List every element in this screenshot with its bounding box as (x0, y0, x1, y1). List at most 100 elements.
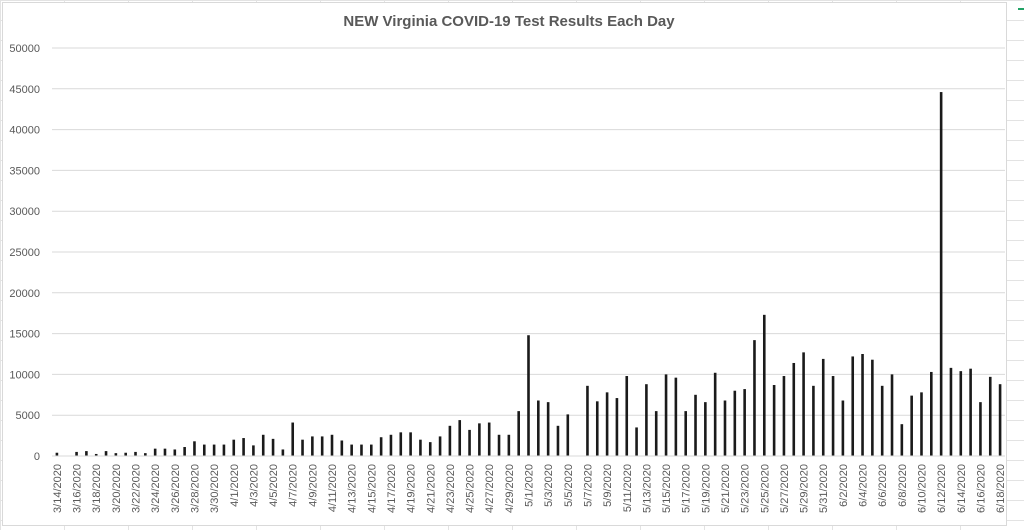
bar (124, 452, 127, 456)
bar (615, 398, 619, 456)
bar (939, 92, 943, 456)
bar (969, 368, 972, 456)
bar (507, 434, 511, 456)
bar (409, 432, 412, 456)
x-tick-label: 4/5/2020 (268, 464, 280, 507)
chart-title: NEW Virginia COVID-19 Test Results Each … (343, 13, 675, 30)
x-tick-label: 5/7/2020 (582, 464, 594, 507)
bar (772, 385, 776, 456)
x-tick-label: 4/23/2020 (445, 464, 457, 513)
gridlines (52, 47, 1005, 416)
bar (350, 444, 353, 456)
x-tick-label: 4/3/2020 (248, 464, 260, 507)
y-tick-label: 10000 (9, 369, 40, 381)
bar (271, 438, 275, 456)
bar (959, 371, 963, 456)
bar (222, 444, 226, 456)
bar (910, 395, 913, 456)
bar (930, 371, 933, 456)
bar (487, 422, 491, 456)
bar (949, 367, 953, 456)
x-axis-tick-labels: 3/14/2020 3/16/2020 3/18/2020 3/20/2020 3/22… (52, 464, 1007, 513)
x-tick-label: 5/25/2020 (759, 464, 771, 513)
x-tick-label: 5/23/2020 (740, 464, 752, 513)
bar (75, 451, 78, 456)
bar (566, 414, 570, 456)
x-tick-label: 5/1/2020 (524, 464, 536, 507)
x-tick-label: 5/13/2020 (641, 464, 653, 513)
bar (713, 372, 717, 456)
bar (144, 453, 147, 456)
bar (900, 424, 904, 456)
x-tick-label: 4/27/2020 (484, 464, 496, 513)
bar (242, 438, 245, 456)
bar (340, 440, 344, 456)
bar (94, 453, 98, 456)
y-tick-label: 30000 (9, 206, 40, 218)
bar (841, 400, 845, 456)
bar (979, 402, 982, 456)
bar (527, 335, 530, 456)
sheet-accent-mark (1018, 8, 1024, 10)
bar (988, 376, 992, 456)
x-tick-label: 4/15/2020 (366, 464, 378, 513)
x-tick-label: 5/27/2020 (779, 464, 791, 513)
bar (664, 374, 668, 456)
x-tick-label: 3/16/2020 (72, 464, 84, 513)
bar (880, 385, 884, 456)
bar (379, 437, 383, 456)
bar (871, 359, 874, 456)
bar (448, 425, 452, 456)
bar (605, 392, 609, 456)
x-tick-label: 5/21/2020 (720, 464, 732, 513)
bar (723, 400, 727, 456)
chart-area[interactable] (2, 2, 1007, 526)
x-tick-label: 6/4/2020 (858, 464, 870, 507)
x-tick-label: 4/7/2020 (288, 464, 300, 507)
x-tick-label: 4/9/2020 (307, 464, 319, 507)
x-tick-label: 5/31/2020 (818, 464, 830, 513)
bar (183, 447, 186, 456)
bar (85, 451, 88, 456)
bar (497, 434, 501, 456)
bar (537, 400, 540, 456)
bar (645, 384, 648, 456)
bar (320, 436, 324, 456)
y-tick-label: 40000 (9, 125, 40, 137)
bar (625, 376, 629, 456)
bar (635, 427, 638, 456)
bar (134, 451, 137, 456)
bar (419, 439, 422, 456)
bar (861, 354, 864, 456)
y-tick-label: 15000 (9, 329, 40, 341)
bar (802, 352, 805, 456)
bar (782, 376, 786, 456)
x-tick-label: 6/10/2020 (916, 464, 928, 513)
bar (370, 444, 373, 456)
x-tick-label: 5/29/2020 (799, 464, 811, 513)
x-tick-label: 5/11/2020 (622, 464, 634, 512)
x-tick-label: 6/8/2020 (897, 464, 909, 507)
x-tick-label: 4/19/2020 (406, 464, 418, 513)
x-tick-label: 6/14/2020 (956, 464, 968, 513)
bar (674, 377, 678, 456)
bar (261, 434, 265, 456)
x-tick-label: 4/13/2020 (347, 464, 359, 513)
x-tick-label: 6/6/2020 (877, 464, 889, 507)
bar (468, 429, 471, 456)
y-axis-tick-labels: 0 5000 10000 15000 20000 25000 30000 35000 40000… (9, 43, 40, 463)
x-tick-label: 4/21/2020 (425, 464, 437, 513)
bar (193, 441, 196, 456)
bar (821, 358, 825, 456)
x-tick-label: 3/18/2020 (91, 464, 103, 513)
x-tick-label: 3/26/2020 (170, 464, 182, 513)
x-tick-label: 5/15/2020 (661, 464, 673, 513)
y-tick-label: 45000 (9, 84, 40, 96)
bar (311, 436, 314, 456)
bar (762, 314, 766, 456)
bar (55, 452, 59, 456)
bar (704, 402, 707, 456)
bar (232, 439, 236, 456)
x-tick-label: 5/19/2020 (700, 464, 712, 513)
bar (890, 374, 894, 456)
